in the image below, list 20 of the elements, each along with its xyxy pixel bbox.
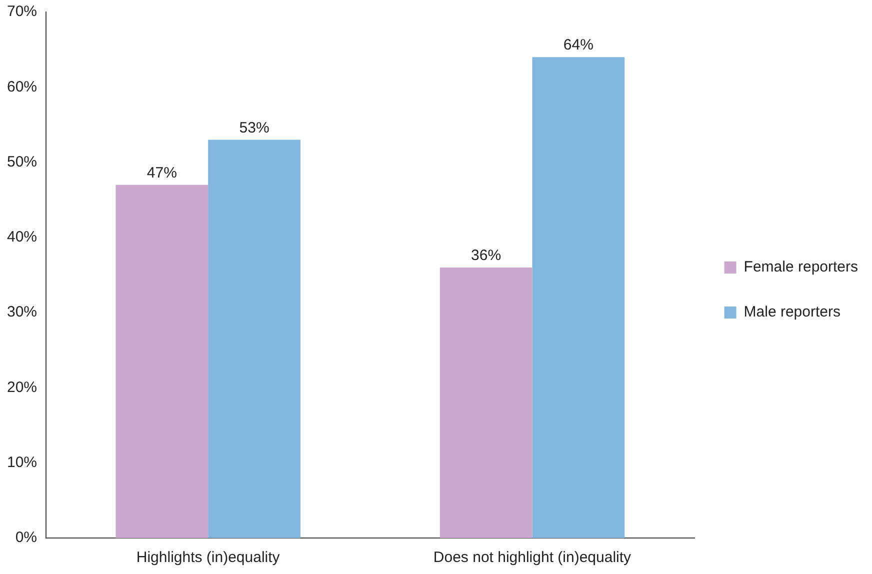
x-tick-label: Does not highlight (in)equality — [433, 549, 632, 566]
y-tick-label: 20% — [6, 378, 38, 396]
text: 53% — [239, 119, 270, 136]
y-tick-label: 30% — [6, 304, 38, 321]
y-tick-label: 70% — [6, 3, 38, 20]
legend-label: Female reporters — [744, 258, 858, 276]
bar — [116, 184, 208, 538]
text: 47% — [146, 164, 177, 182]
text: 36% — [471, 247, 502, 264]
legend-label: Male reporters — [744, 304, 840, 321]
text: 64% — [563, 36, 594, 54]
y-tick-label: 0% — [15, 529, 38, 546]
bar — [208, 140, 300, 538]
x-tick-label: Highlights (in)equality — [136, 549, 280, 566]
y-tick-label: 40% — [6, 228, 38, 246]
bar — [440, 267, 532, 538]
bar — [532, 57, 625, 538]
y-tick-label: 60% — [6, 78, 38, 96]
y-tick-label: 10% — [6, 454, 38, 471]
y-tick-label: 50% — [6, 153, 38, 170]
